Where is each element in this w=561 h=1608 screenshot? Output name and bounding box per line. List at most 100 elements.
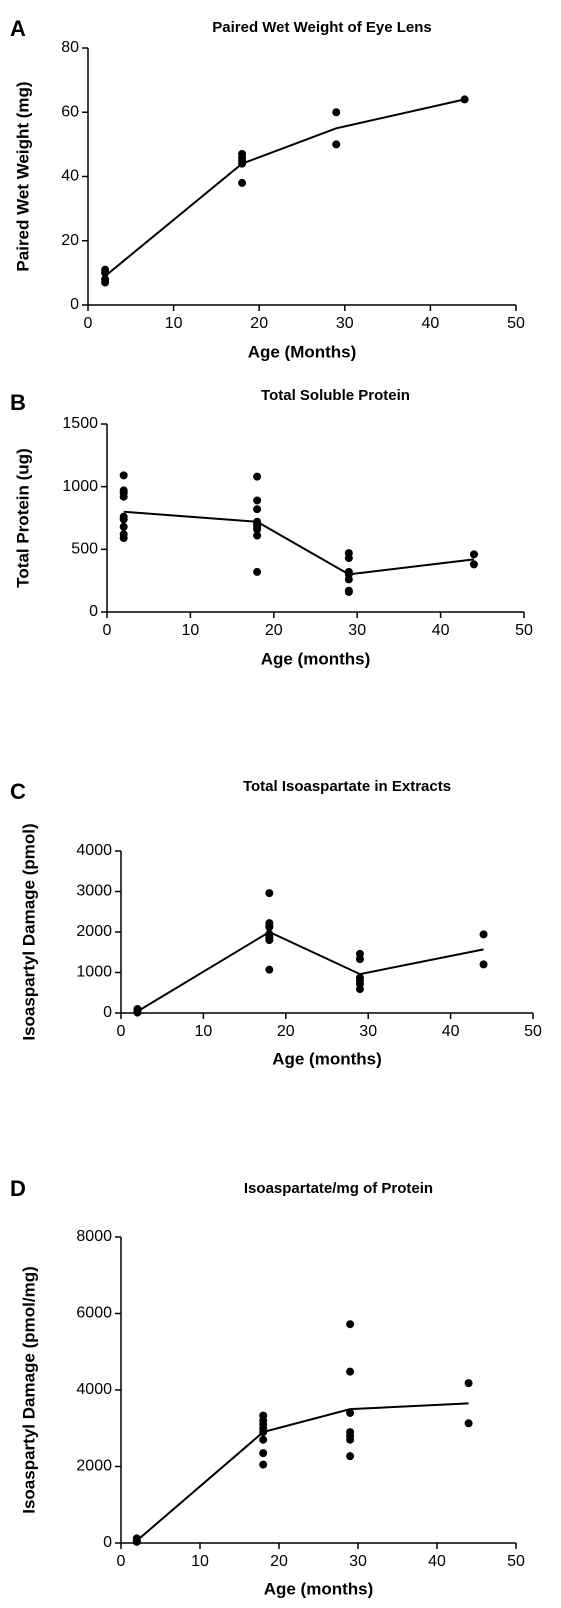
data-point <box>253 505 262 514</box>
data-point <box>469 550 478 559</box>
data-point <box>259 1435 268 1444</box>
data-point <box>355 985 364 994</box>
data-point <box>344 587 353 596</box>
x-tick-label: 30 <box>348 622 366 639</box>
data-point <box>344 554 353 563</box>
y-tick-label: 0 <box>103 1534 112 1551</box>
data-point <box>355 955 364 964</box>
data-point <box>479 960 488 969</box>
y-axis-title: Paired Wet Weight (mg) <box>13 81 32 271</box>
y-tick-label: 4000 <box>76 1381 112 1398</box>
x-tick-label: 0 <box>103 622 112 639</box>
data-point <box>464 1379 473 1388</box>
y-tick-label: 4000 <box>76 842 112 859</box>
mean-line <box>136 930 484 1013</box>
y-tick-label: 0 <box>103 1004 112 1021</box>
chart-title: Total Isoaspartate in Extracts <box>243 778 451 795</box>
panel-letter: D <box>10 1176 26 1201</box>
x-tick-label: 20 <box>270 1553 288 1570</box>
x-tick-label: 30 <box>359 1023 377 1040</box>
x-tick-label: 50 <box>524 1023 542 1040</box>
data-point <box>238 178 247 187</box>
y-tick-label: 20 <box>61 232 79 249</box>
y-tick-label: 6000 <box>76 1305 112 1322</box>
y-tick-label: 8000 <box>76 1228 112 1245</box>
y-axis-title: Total Protein (ug) <box>13 448 32 587</box>
x-tick-label: 20 <box>250 315 268 332</box>
data-point <box>265 936 274 945</box>
mean-line <box>136 1402 469 1542</box>
data-point <box>259 1460 268 1469</box>
mean-line <box>104 98 465 277</box>
data-point <box>119 471 128 480</box>
y-tick-label: 0 <box>70 296 79 313</box>
mean-line <box>123 510 475 576</box>
data-point <box>479 930 488 939</box>
y-tick-label: 40 <box>61 168 79 185</box>
y-axis-title: Isoaspartyl Damage (pmol/mg) <box>19 1266 38 1514</box>
chart-title: Paired Wet Weight of Eye Lens <box>212 19 432 36</box>
data-point <box>346 1435 355 1444</box>
x-tick-label: 10 <box>195 1023 213 1040</box>
y-tick-label: 2000 <box>76 923 112 940</box>
x-tick-label: 40 <box>428 1553 446 1570</box>
panel-letter: B <box>10 390 26 415</box>
x-tick-label: 50 <box>507 315 525 332</box>
x-tick-label: 10 <box>191 1553 209 1570</box>
data-point <box>265 923 274 932</box>
chart-title: Isoaspartate/mg of Protein <box>244 1180 433 1197</box>
panel-letter: C <box>10 779 26 804</box>
data-point <box>259 1449 268 1458</box>
y-tick-label: 2000 <box>76 1458 112 1475</box>
x-axis-title: Age (Months) <box>248 342 357 361</box>
x-axis-title: Age (months) <box>272 1049 382 1068</box>
data-point <box>464 1419 473 1428</box>
x-tick-label: 10 <box>182 622 200 639</box>
data-point <box>101 278 110 287</box>
x-tick-label: 30 <box>336 315 354 332</box>
panel: C Total Isoaspartate in Extracts Age (mont… <box>10 778 542 1069</box>
x-axis-title: Age (months) <box>264 1579 374 1598</box>
x-tick-label: 10 <box>165 315 183 332</box>
data-point <box>119 492 128 501</box>
data-point <box>332 140 341 149</box>
x-tick-label: 20 <box>277 1023 295 1040</box>
data-point <box>253 567 262 576</box>
x-tick-label: 40 <box>442 1023 460 1040</box>
x-tick-label: 20 <box>265 622 283 639</box>
y-tick-label: 80 <box>61 39 79 56</box>
y-tick-label: 60 <box>61 103 79 120</box>
data-point <box>344 575 353 584</box>
x-tick-label: 30 <box>349 1553 367 1570</box>
data-point <box>265 889 274 898</box>
data-point <box>253 531 262 540</box>
data-point <box>119 534 128 543</box>
panel: D Isoaspartate/mg of Protein Age (months) I… <box>10 1176 525 1599</box>
data-point <box>346 1452 355 1461</box>
y-tick-label: 3000 <box>76 883 112 900</box>
data-point <box>119 522 128 531</box>
panel-letter: A <box>10 16 26 41</box>
y-tick-label: 1000 <box>76 964 112 981</box>
y-tick-label: 500 <box>71 541 98 558</box>
data-point <box>253 472 262 481</box>
y-tick-label: 1500 <box>62 415 98 432</box>
chart-title: Total Soluble Protein <box>261 387 410 404</box>
data-point <box>119 515 128 524</box>
x-tick-label: 0 <box>117 1023 126 1040</box>
y-tick-label: 1000 <box>62 478 98 495</box>
data-point <box>469 560 478 569</box>
x-tick-label: 0 <box>117 1553 126 1570</box>
data-point <box>265 965 274 974</box>
y-tick-label: 0 <box>89 603 98 620</box>
x-axis-title: Age (months) <box>261 649 371 668</box>
panel: B Total Soluble Protein Age (months) Total … <box>10 387 533 669</box>
x-tick-label: 50 <box>507 1553 525 1570</box>
x-tick-label: 40 <box>432 622 450 639</box>
data-point <box>253 525 262 534</box>
x-tick-label: 40 <box>422 315 440 332</box>
x-tick-label: 50 <box>515 622 533 639</box>
panel: A Paired Wet Weight of Eye Lens Age (Month… <box>10 16 525 362</box>
data-point <box>253 496 262 505</box>
